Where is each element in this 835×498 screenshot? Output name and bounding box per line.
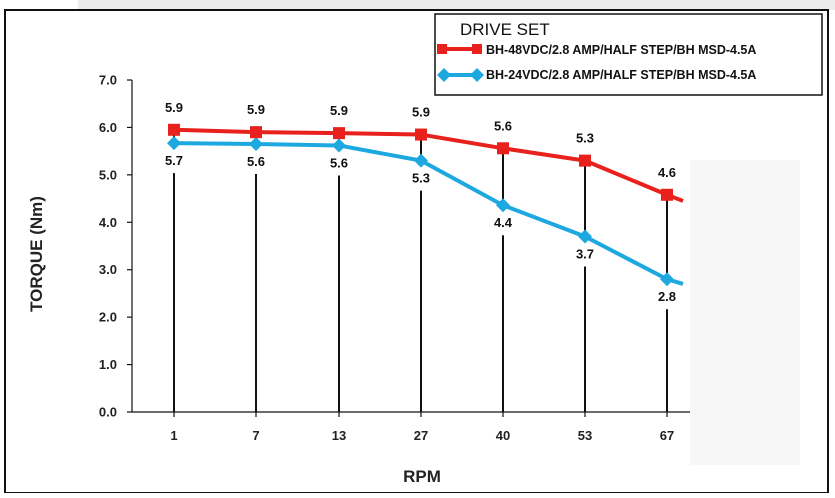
series-2-line (173, 141, 684, 286)
series-1-point (250, 126, 262, 139)
series-1-line (173, 127, 684, 203)
series-2-data-label: 2.8 (658, 289, 676, 304)
series-2-point (496, 198, 510, 213)
y-axis-title: TORQUE (Nm) (27, 196, 46, 312)
series-layer (167, 123, 684, 287)
series-2-point (167, 136, 181, 151)
series-2-data-label: 5.6 (330, 155, 348, 170)
series-1-point (497, 142, 509, 155)
series-2-data-label: 4.4 (494, 215, 513, 230)
x-tick-label: 27 (414, 428, 428, 443)
x-tick-label: 40 (496, 428, 510, 443)
data-labels: 5.9 5.9 5.9 5.9 5.6 5.3 4.6 5.7 5.6 5.6 5.3 4.4 3.7 2… (165, 100, 676, 304)
legend-label-series-2: BH-24VDC/2.8 AMP/HALF STEP/BH MSD-4.5A (486, 68, 756, 82)
top-strip (78, 0, 835, 10)
series-1-point (333, 127, 345, 140)
x-axis-title: RPM (403, 467, 441, 486)
plot-area-shade (690, 160, 800, 465)
series-2-data-label: 3.7 (576, 247, 594, 262)
series-1-point (579, 154, 591, 167)
series-1-data-label: 5.6 (494, 118, 512, 133)
x-ticks: 1 7 13 27 40 53 67 (170, 412, 674, 443)
y-tick-label: 3.0 (99, 262, 117, 277)
legend-marker-series-1 (437, 44, 447, 54)
legend-box (434, 13, 823, 96)
legend-title: DRIVE SET (460, 20, 550, 39)
series-1-data-label: 5.9 (412, 105, 430, 120)
y-ticks: 0.0 1.0 2.0 3.0 4.0 5.0 6.0 7.0 (99, 73, 132, 420)
series-1-point (168, 123, 180, 136)
x-tick-label: 67 (660, 428, 674, 443)
series-1-data-label: 5.9 (330, 103, 348, 118)
series-2-point (249, 137, 263, 152)
series-2-point (578, 229, 592, 244)
y-tick-label: 1.0 (99, 357, 117, 372)
x-tick-label: 1 (170, 428, 177, 443)
series-2-data-label: 5.6 (247, 154, 265, 169)
y-tick-label: 4.0 (99, 215, 117, 230)
y-tick-label: 2.0 (99, 310, 117, 325)
series-2-point (660, 272, 674, 287)
x-tick-label: 13 (332, 428, 346, 443)
x-tick-label: 7 (252, 428, 259, 443)
y-tick-label: 5.0 (99, 167, 117, 182)
legend-marker-series-2 (437, 68, 451, 82)
series-2-point (332, 138, 346, 153)
legend: DRIVE SET BH-48VDC/2.8 AMP/HALF STEP/BH … (434, 13, 823, 96)
series-1-point (415, 128, 427, 141)
series-1-point (661, 188, 673, 201)
series-2-data-label: 5.3 (412, 171, 430, 186)
series-2-point (414, 153, 428, 168)
series-1-data-label: 5.3 (576, 131, 594, 146)
y-tick-label: 6.0 (99, 120, 117, 135)
y-tick-label: 0.0 (99, 405, 117, 420)
legend-marker-series-2-end (470, 68, 484, 82)
legend-marker-series-1-end (472, 44, 482, 54)
series-2-data-label: 5.7 (165, 153, 183, 168)
series-1-data-label: 4.6 (658, 165, 676, 180)
legend-label-series-1: BH-48VDC/2.8 AMP/HALF STEP/BH MSD-4.5A (486, 43, 756, 57)
series-1-data-label: 5.9 (165, 100, 183, 115)
series-1-data-label: 5.9 (247, 102, 265, 117)
x-tick-label: 53 (578, 428, 592, 443)
y-tick-label: 7.0 (99, 73, 117, 88)
